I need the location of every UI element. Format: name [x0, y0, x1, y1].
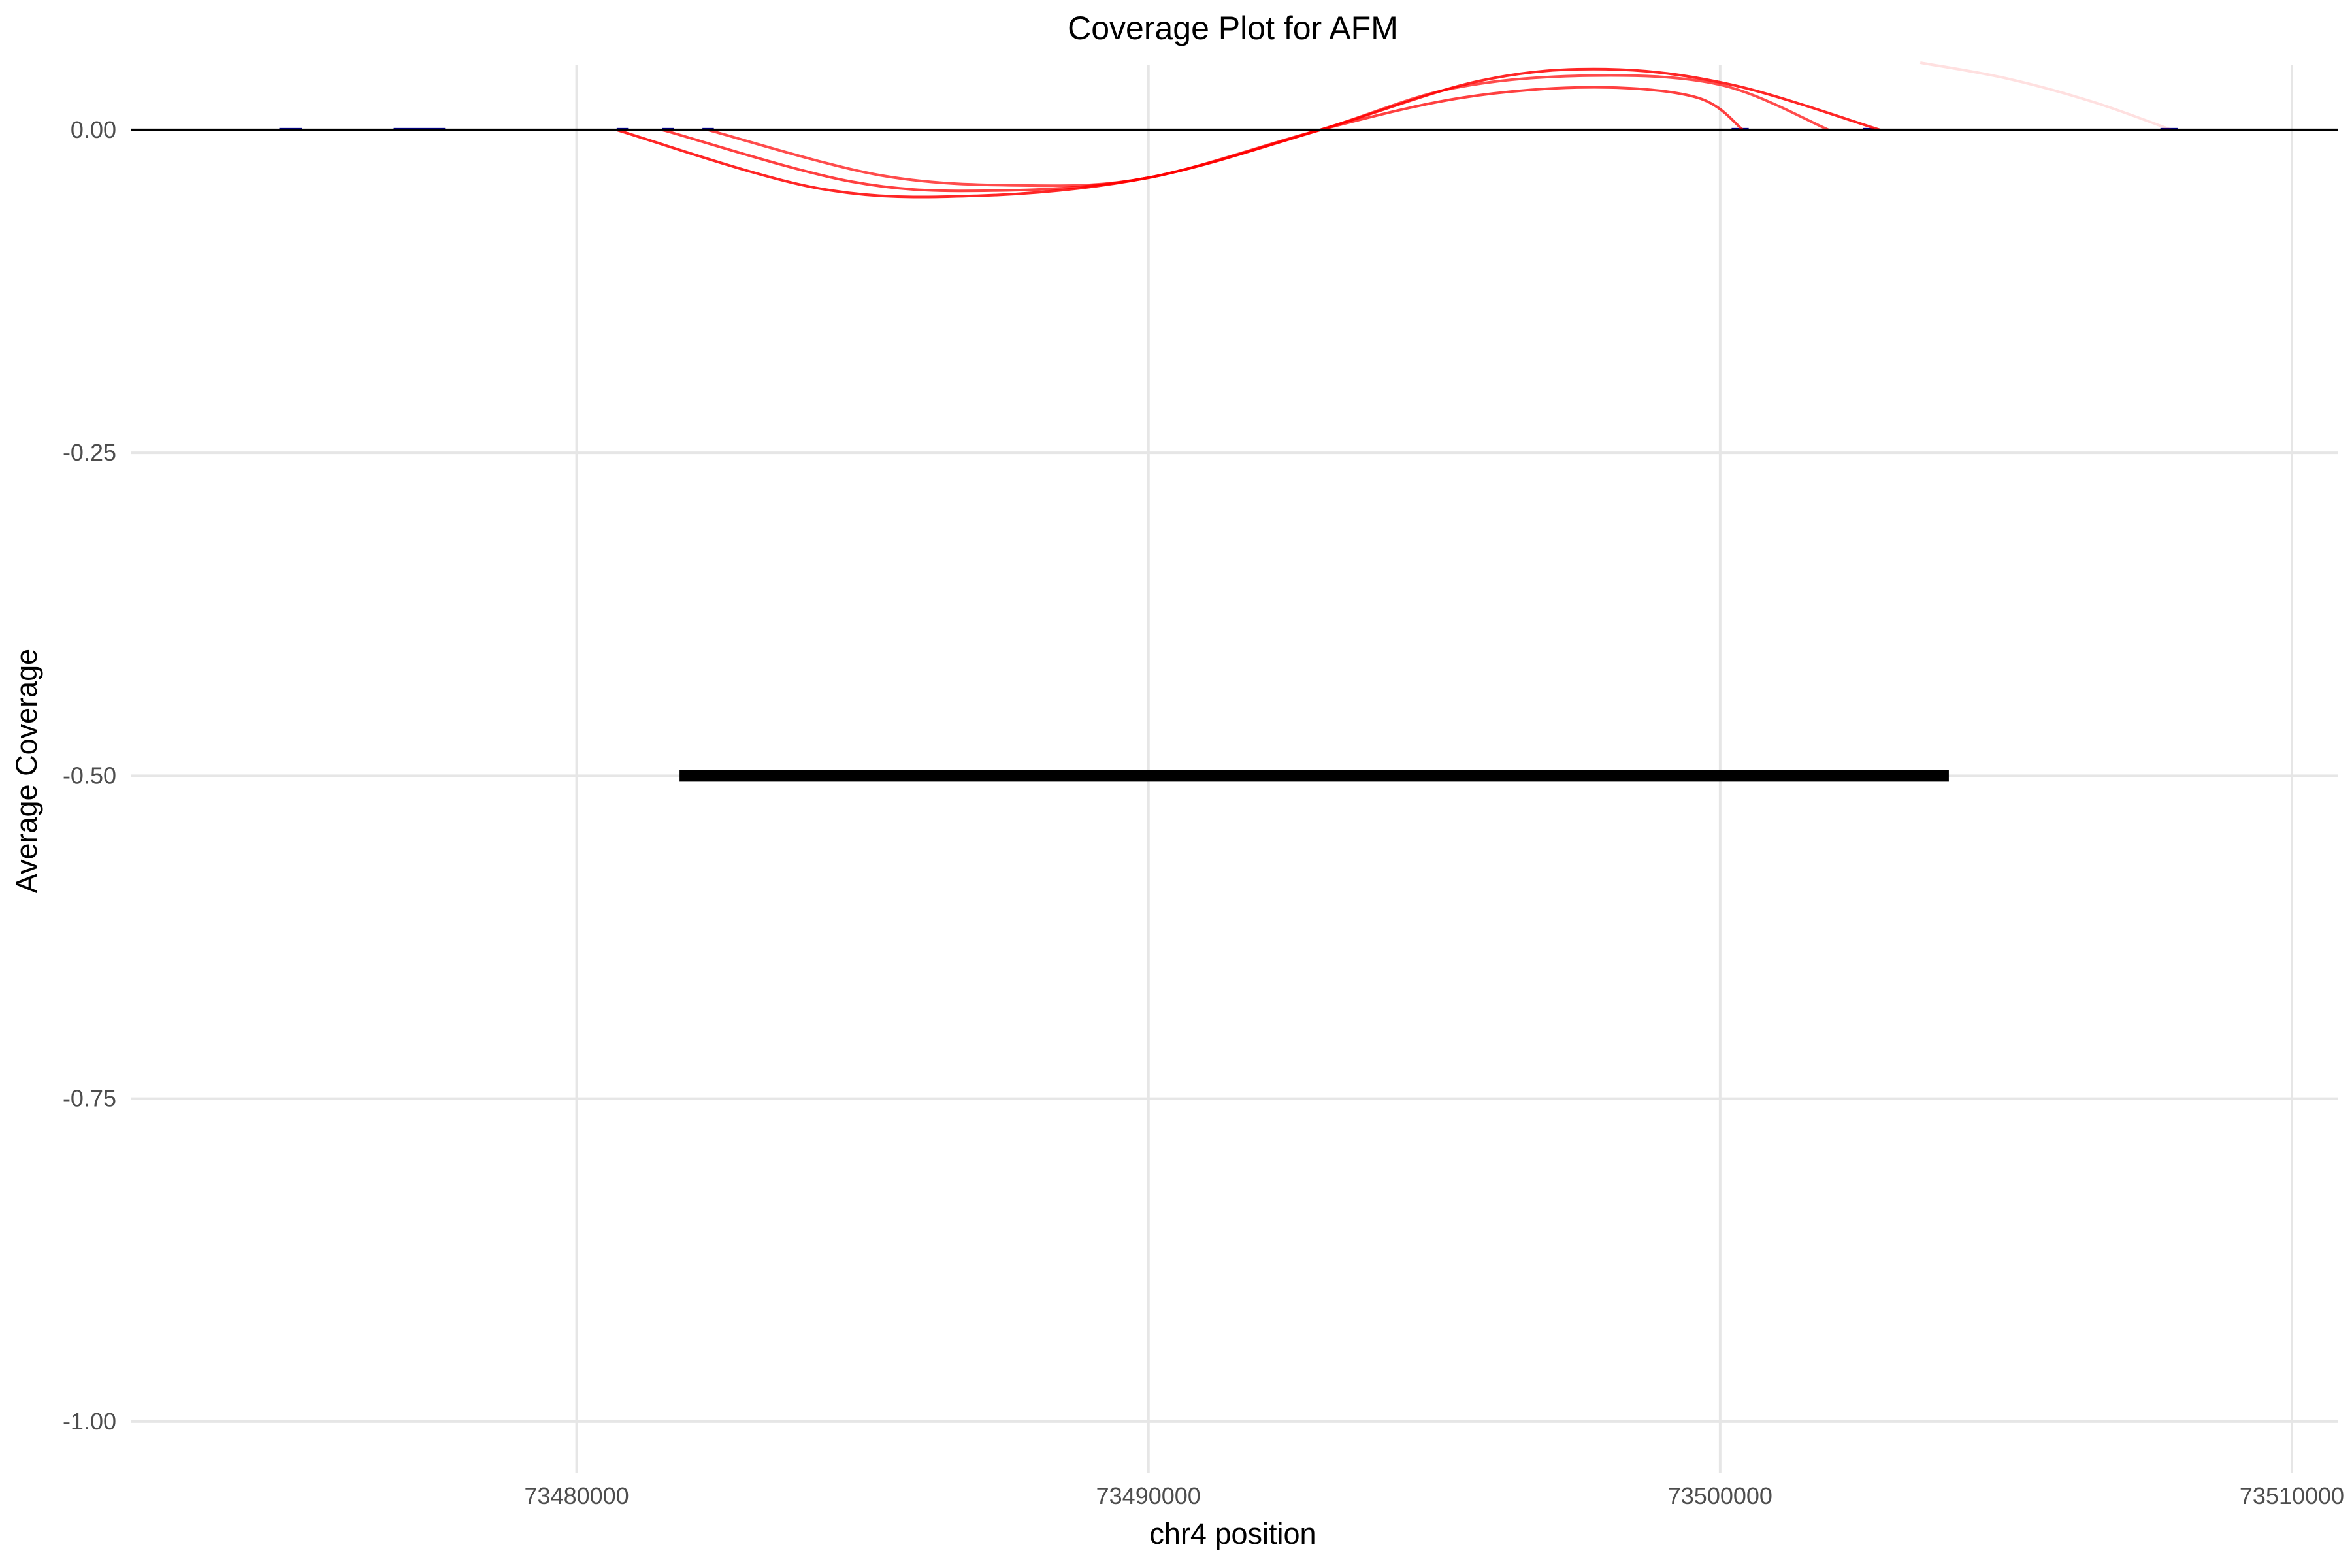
y-tick-label: -0.75	[63, 1085, 116, 1112]
chart-title: Coverage Plot for AFM	[1068, 10, 1398, 46]
x-tick-label: 73500000	[1668, 1482, 1772, 1509]
y-tick-label: 0.00	[71, 116, 116, 143]
grid-lines	[131, 65, 2338, 1473]
coverage-curve	[708, 74, 1829, 188]
y-axis-ticks: 0.00 -0.25 -0.50 -0.75 -1.00	[63, 116, 116, 1435]
x-axis-title: chr4 position	[1149, 1517, 1316, 1550]
x-tick-label: 73490000	[1096, 1482, 1201, 1509]
coverage-curve	[1919, 61, 2172, 131]
coverage-curves	[616, 61, 2172, 199]
x-tick-label: 73480000	[525, 1482, 629, 1509]
x-axis-ticks: 73480000 73490000 73500000 73510000	[525, 1482, 2345, 1509]
y-tick-label: -1.00	[63, 1408, 116, 1435]
x-tick-label: 73510000	[2240, 1482, 2344, 1509]
y-axis-title: Average Coverage	[10, 649, 43, 893]
y-tick-label: -0.50	[63, 762, 116, 789]
y-tick-label: -0.25	[63, 439, 116, 466]
